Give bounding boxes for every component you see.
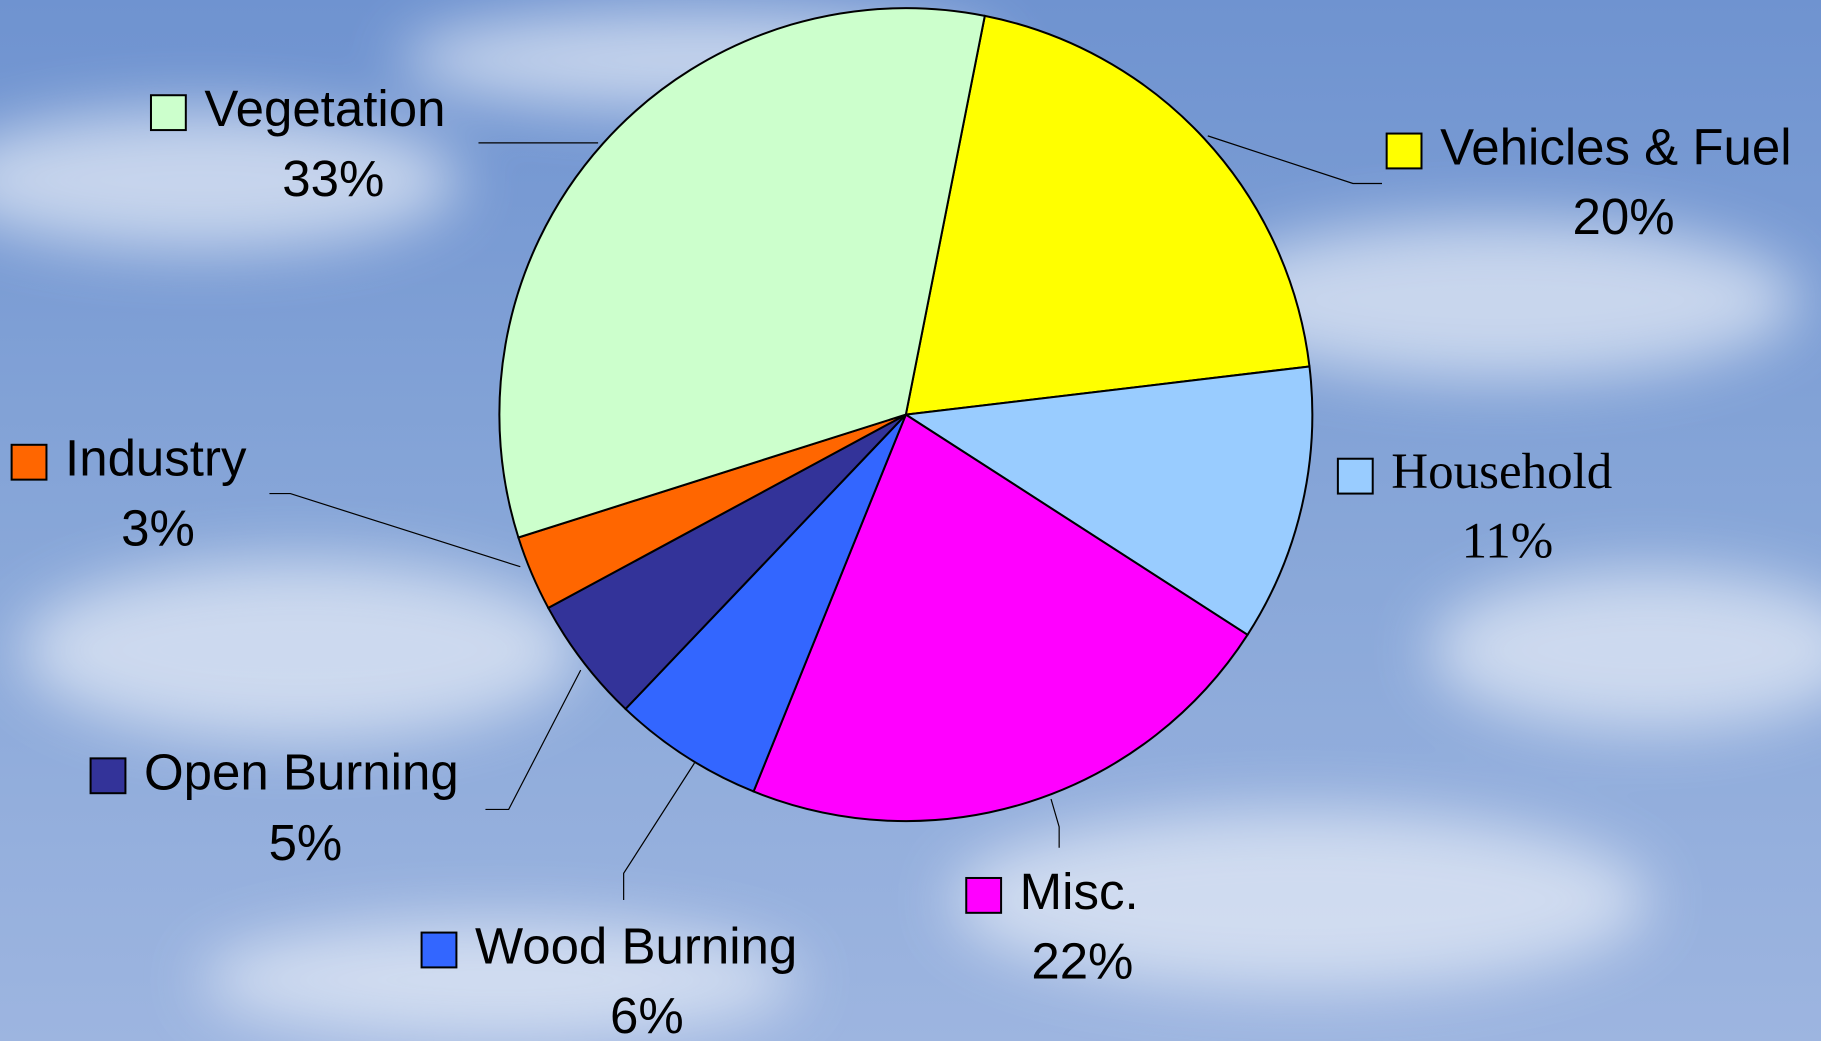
legend-swatch: [1338, 459, 1373, 494]
slice-label: Vegetation: [204, 80, 445, 137]
slice-percent: 3%: [121, 499, 195, 556]
page: {"chart_data": {"type": "pie", "categori…: [0, 0, 1821, 1041]
legend-swatch: [966, 878, 1001, 913]
legend-swatch: [12, 445, 47, 480]
slice-percent: 20%: [1573, 188, 1675, 245]
legend-swatch: [151, 95, 186, 130]
slice-label: Industry: [65, 430, 247, 487]
slice-percent: 22%: [1031, 933, 1133, 990]
slice-label: Open Burning: [144, 743, 459, 800]
legend-swatch: [91, 758, 126, 793]
slice-percent: 33%: [282, 150, 384, 207]
slice-percent: 6%: [610, 987, 684, 1041]
legend-swatch: [422, 933, 457, 968]
chart: Vehicles & Fuel 20% Household 11% Misc. 22% Wo…: [0, 0, 1821, 1041]
slice-label: Wood Burning: [475, 917, 797, 974]
slice-percent: 11%: [1462, 514, 1554, 570]
slice-label: Vehicles & Fuel: [1440, 118, 1792, 175]
slice-label: Household: [1391, 444, 1612, 500]
slice-label: Misc.: [1020, 863, 1139, 920]
legend-swatch: [1387, 134, 1422, 169]
slice-percent: 5%: [269, 814, 343, 871]
